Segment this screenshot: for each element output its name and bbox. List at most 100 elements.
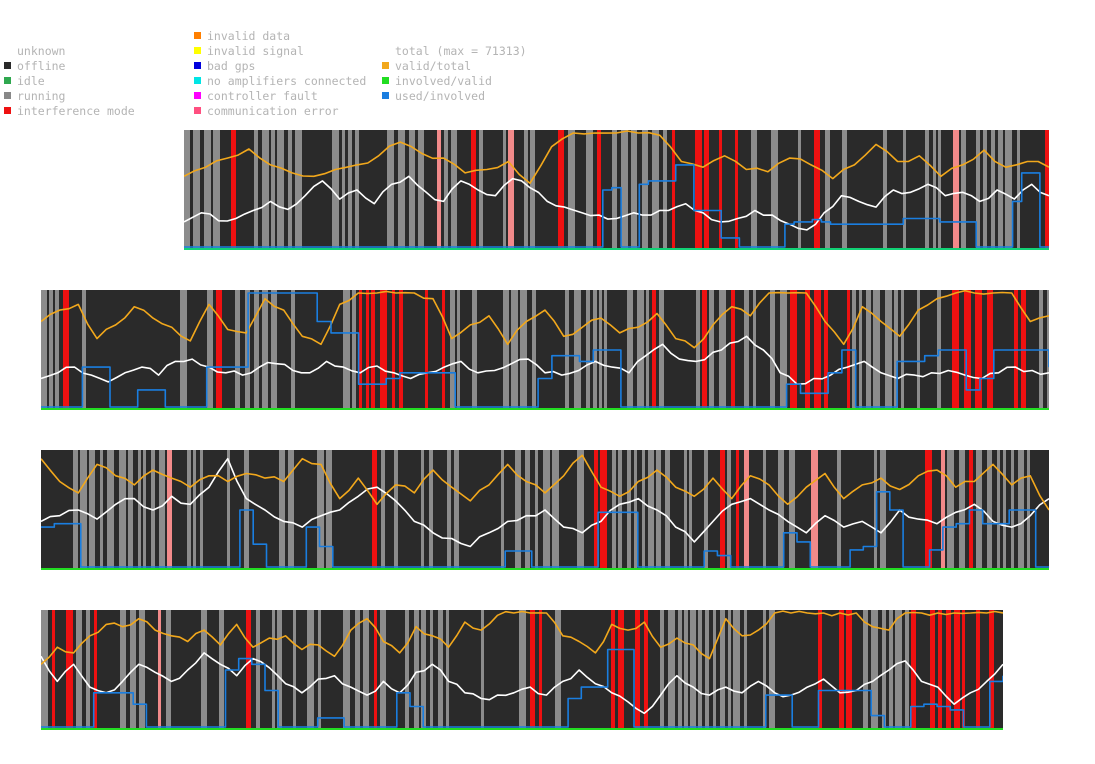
status-stripe — [903, 130, 906, 250]
status-stripe — [778, 450, 784, 570]
status-stripe — [954, 610, 960, 730]
legend-status: unknown offline idle running interferenc… — [4, 44, 135, 119]
status-stripe — [216, 290, 222, 410]
status-stripe — [644, 610, 648, 730]
status-stripe — [471, 130, 476, 250]
series-total-max-71313- — [184, 175, 1049, 231]
status-stripe — [831, 290, 836, 410]
legend-swatch — [194, 92, 201, 99]
series-valid-total — [41, 454, 1049, 511]
status-stripe — [577, 450, 584, 570]
status-stripe — [308, 290, 315, 410]
status-stripe — [392, 290, 395, 410]
status-stripe — [372, 450, 377, 570]
status-stripe — [238, 130, 243, 250]
legend-swatch — [194, 47, 201, 54]
status-stripe — [983, 130, 987, 250]
status-stripe — [600, 450, 607, 570]
status-stripe — [964, 290, 971, 410]
status-stripe — [371, 290, 375, 410]
status-stripe — [295, 130, 302, 250]
legend-swatch — [4, 77, 11, 84]
status-stripe — [288, 450, 294, 570]
status-stripe — [332, 130, 339, 250]
status-stripe — [138, 450, 141, 570]
status-stripe — [839, 290, 843, 410]
status-stripe — [594, 450, 598, 570]
status-stripe — [769, 610, 775, 730]
status-stripe — [744, 610, 747, 730]
status-stripe — [446, 610, 449, 730]
status-stripe — [343, 290, 350, 410]
status-stripe — [246, 610, 251, 730]
status-stripe — [698, 610, 702, 730]
status-stripe — [429, 450, 433, 570]
timeline-track-2 — [41, 290, 1049, 410]
status-stripe — [119, 450, 126, 570]
legend-label: idle — [17, 74, 45, 88]
status-stripe — [587, 450, 592, 570]
status-stripe — [905, 610, 909, 730]
series-total-max-71313- — [41, 652, 1003, 715]
legend-label: unknown — [17, 44, 66, 58]
status-stripe — [413, 290, 420, 410]
status-stripe — [525, 450, 530, 570]
status-stripe — [451, 130, 457, 250]
status-stripe — [55, 290, 59, 410]
status-stripe — [515, 450, 521, 570]
status-stripe — [1005, 130, 1012, 250]
legend-item-total: total (max = 71313) — [382, 44, 527, 59]
status-stripe — [953, 130, 959, 250]
status-stripe — [684, 610, 688, 730]
status-stripe — [736, 450, 739, 570]
status-stripe — [139, 610, 145, 730]
legend-label: interference mode — [17, 104, 135, 118]
status-stripe — [271, 130, 275, 250]
legend-swatch — [194, 62, 201, 69]
status-stripe — [719, 130, 722, 250]
status-stripe — [668, 610, 675, 730]
status-stripe — [763, 610, 766, 730]
status-stripe — [814, 130, 820, 250]
status-stripe — [771, 130, 778, 250]
status-stripe — [612, 130, 617, 250]
status-stripe — [763, 450, 766, 570]
status-stripe — [743, 130, 749, 250]
status-stripe — [987, 450, 992, 570]
status-stripe — [366, 290, 369, 410]
status-stripe — [279, 450, 285, 570]
status-stripe — [166, 610, 171, 730]
status-stripe — [642, 450, 645, 570]
legend-item-idle: idle — [4, 74, 135, 89]
status-stripe — [611, 610, 615, 730]
status-stripe — [167, 450, 172, 570]
status-stripe — [789, 610, 795, 730]
series-valid-total — [41, 290, 1049, 349]
status-stripe — [799, 290, 802, 410]
status-stripe — [933, 130, 936, 250]
status-stripe — [735, 130, 738, 250]
status-stripe — [59, 610, 64, 730]
status-stripe — [342, 130, 345, 250]
status-stripe — [805, 290, 810, 410]
status-stripe — [262, 130, 269, 250]
status-stripe — [359, 290, 362, 410]
status-stripe — [288, 130, 292, 250]
status-stripe — [277, 130, 284, 250]
status-stripe — [298, 290, 305, 410]
status-stripe — [705, 610, 709, 730]
status-stripe — [678, 610, 682, 730]
status-stripe — [665, 450, 670, 570]
status-stripe — [277, 610, 282, 730]
status-stripe — [696, 290, 700, 410]
status-stripe — [660, 610, 664, 730]
timeline-track-4 — [41, 610, 1003, 730]
status-stripe — [679, 130, 682, 250]
status-stripe — [437, 130, 441, 250]
status-stripe — [885, 290, 892, 410]
status-stripe — [709, 290, 714, 410]
status-stripe — [254, 130, 258, 250]
status-stripe — [193, 130, 200, 250]
status-stripe — [991, 130, 995, 250]
status-stripe — [223, 130, 229, 250]
